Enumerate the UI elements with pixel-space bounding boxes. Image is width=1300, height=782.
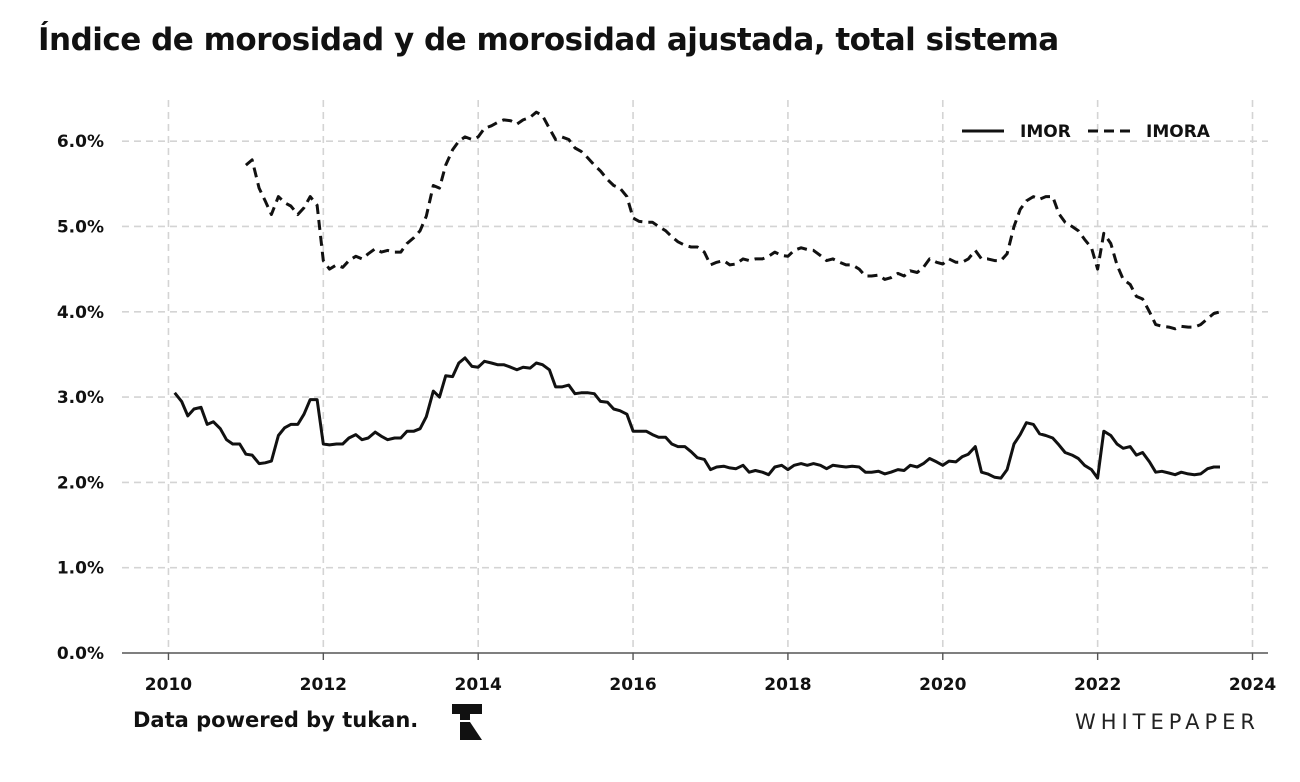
grid-lines (122, 100, 1268, 653)
y-tick-label: 5.0% (57, 217, 104, 237)
chart-title: Índice de morosidad y de morosidad ajust… (38, 22, 1059, 58)
y-axis-ticks: 0.0% 1.0% 2.0% 3.0% 4.0% 5.0% 6.0% (57, 132, 104, 664)
x-tick-label: 2012 (300, 675, 347, 695)
data-credit-text: Data powered by tukan. (133, 708, 419, 732)
series-lines (173, 110, 1221, 480)
x-tick-label: 2020 (919, 675, 966, 695)
y-tick-label: 6.0% (57, 132, 104, 152)
x-tick-label: 2024 (1229, 675, 1276, 695)
x-tick-label: 2022 (1074, 675, 1121, 695)
series-line-imor (173, 356, 1220, 480)
y-tick-label: 3.0% (57, 388, 104, 408)
y-tick-label: 2.0% (57, 473, 104, 493)
y-tick-label: 4.0% (57, 303, 104, 323)
legend-label-imor: IMOR (1020, 122, 1071, 142)
x-tick-label: 2018 (764, 675, 811, 695)
x-tick-label: 2010 (145, 675, 192, 695)
whitepaper-brand-logo: WHITEPAPER (1074, 710, 1260, 734)
x-axis-ticks: 2010 2012 2014 2016 2018 2020 2022 2024 (145, 675, 1277, 695)
series-line-imora (244, 110, 1221, 331)
x-tick-label: 2014 (455, 675, 502, 695)
legend-label-imora: IMORA (1146, 122, 1211, 142)
y-tick-label: 0.0% (57, 644, 104, 664)
x-axis (122, 652, 1268, 660)
legend: IMOR IMORA (962, 122, 1211, 142)
tukan-logo-icon (452, 704, 482, 740)
y-tick-label: 1.0% (57, 559, 104, 579)
x-tick-label: 2016 (609, 675, 656, 695)
